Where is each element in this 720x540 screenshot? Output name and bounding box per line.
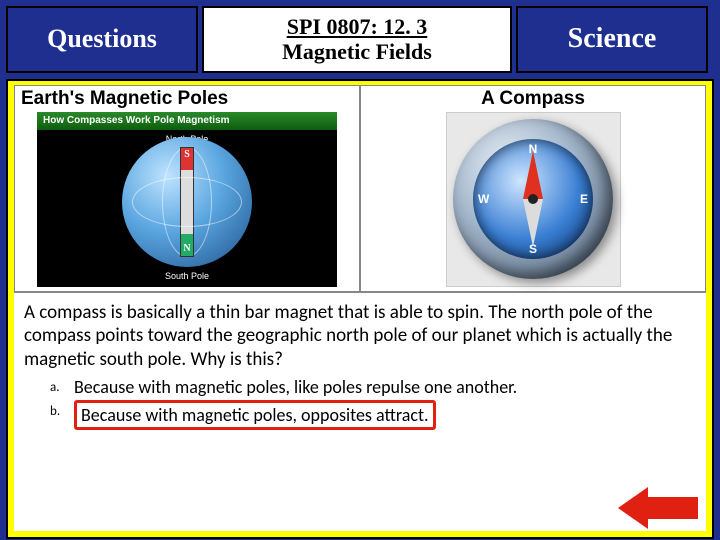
- compass-face: N S E W: [473, 139, 593, 259]
- needle-north: [523, 151, 543, 199]
- bar-mid: [181, 170, 193, 235]
- answer-b-highlight: Because with magnetic poles, opposites a…: [74, 400, 436, 430]
- header-science: Science: [516, 6, 708, 73]
- content-inner: Earth's Magnetic Poles How Compasses Wor…: [14, 85, 706, 531]
- bar-n-label: N: [181, 234, 193, 256]
- compass-box: N S E W: [446, 112, 621, 287]
- compass-rim: N S E W: [453, 119, 613, 279]
- arrow-body-icon: [640, 497, 698, 519]
- header-questions: Questions: [6, 6, 198, 73]
- earth-illustration: How Compasses Work Pole Magnetism North …: [21, 112, 353, 287]
- compass-e: E: [580, 192, 588, 206]
- answer-b-letter: b.: [50, 400, 64, 430]
- answers-block: a. Because with magnetic poles, like pol…: [14, 376, 706, 436]
- compass-illustration: N S E W: [367, 112, 699, 287]
- slide-frame: Questions SPI 0807: 12. 3 Magnetic Field…: [0, 0, 720, 540]
- header-left-text: Questions: [47, 24, 157, 54]
- image-row: Earth's Magnetic Poles How Compasses Wor…: [14, 85, 706, 293]
- earth-cell: Earth's Magnetic Poles How Compasses Wor…: [14, 85, 360, 292]
- content-panel: Earth's Magnetic Poles How Compasses Wor…: [6, 79, 714, 539]
- bar-s-label: S: [181, 148, 193, 170]
- globe-icon: S N: [122, 137, 252, 267]
- compass-pivot: [528, 194, 538, 204]
- answer-b-row: b. Because with magnetic poles, opposite…: [50, 400, 696, 430]
- compass-cell: A Compass N S E W: [360, 85, 706, 292]
- answer-a-row: a. Because with magnetic poles, like pol…: [50, 376, 696, 398]
- answer-a-letter: a.: [50, 376, 64, 398]
- question-text: A compass is basically a thin bar magnet…: [14, 293, 706, 374]
- header-row: Questions SPI 0807: 12. 3 Magnetic Field…: [6, 6, 714, 73]
- header-right-text: Science: [568, 23, 657, 55]
- earth-banner: How Compasses Work Pole Magnetism: [37, 112, 337, 130]
- header-title: SPI 0807: 12. 3 Magnetic Fields: [202, 6, 512, 73]
- header-subtitle: Magnetic Fields: [282, 39, 432, 64]
- bar-magnet-icon: S N: [180, 147, 194, 257]
- south-pole-label: South Pole: [165, 271, 209, 281]
- header-spi: SPI 0807: 12. 3: [287, 14, 428, 39]
- earth-title: Earth's Magnetic Poles: [21, 88, 353, 110]
- needle-south: [523, 199, 543, 247]
- earth-box: How Compasses Work Pole Magnetism North …: [37, 112, 337, 287]
- compass-title: A Compass: [367, 88, 699, 110]
- compass-w: W: [478, 192, 489, 206]
- answer-b-text: Because with magnetic poles, opposites a…: [81, 404, 429, 426]
- answer-a-text: Because with magnetic poles, like poles …: [74, 376, 517, 398]
